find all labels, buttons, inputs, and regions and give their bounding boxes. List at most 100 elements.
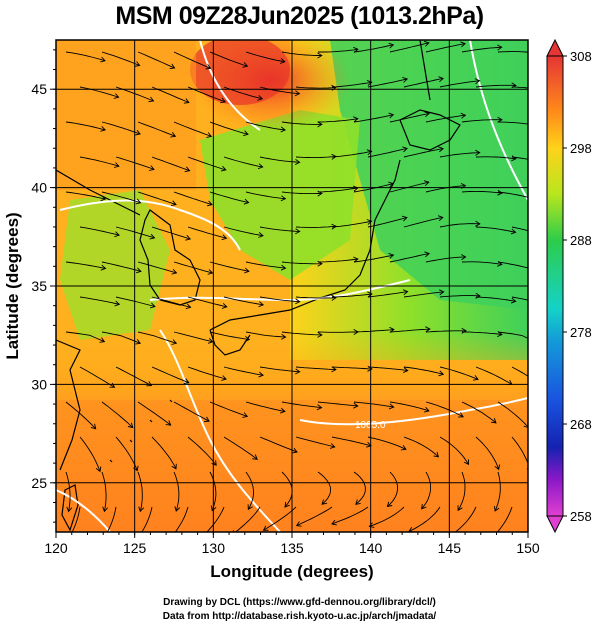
streamline <box>141 506 153 532</box>
streamline <box>101 51 140 66</box>
streamline-arrowhead <box>388 112 395 119</box>
streamline <box>425 256 466 263</box>
streamline-arrowhead <box>437 215 444 222</box>
streamline <box>511 366 528 377</box>
streamline <box>187 156 226 171</box>
x-tick-label: 150 <box>516 540 540 556</box>
streamline <box>245 121 286 131</box>
streamline <box>511 226 528 232</box>
streamline-arrowhead <box>206 132 213 138</box>
streamline <box>475 366 513 385</box>
streamline <box>209 121 249 135</box>
streamline-arrowhead <box>90 423 97 430</box>
streamline <box>259 156 300 163</box>
streamline <box>497 261 528 269</box>
streamline-arrowhead <box>402 146 408 153</box>
credit-data: Data from http://database.rish.kyoto-u.a… <box>162 611 437 622</box>
streamline-arrowhead <box>402 289 409 296</box>
y-tick-label: 40 <box>31 180 47 196</box>
streamline-arrowhead <box>171 339 178 345</box>
streamline <box>317 401 358 407</box>
streamline-arrowhead <box>295 298 301 305</box>
streamline-arrowhead <box>423 40 430 47</box>
streamline-arrowhead <box>366 149 373 156</box>
streamline-arrowhead <box>331 294 337 301</box>
streamline-arrowhead <box>100 56 106 63</box>
streamline <box>475 84 516 88</box>
streamline <box>79 436 101 472</box>
streamline-arrowhead <box>532 267 537 272</box>
streamline-arrowhead <box>493 506 500 512</box>
streamline-arrowhead <box>400 445 407 451</box>
streamline-arrowhead <box>433 451 440 458</box>
streamline <box>295 86 336 89</box>
streamline-arrowhead <box>402 76 409 83</box>
streamline <box>295 296 337 299</box>
streamline <box>317 471 332 505</box>
streamline-arrowhead <box>102 506 109 513</box>
streamline <box>403 77 444 88</box>
streamline-arrowhead <box>386 501 393 508</box>
streamline <box>496 506 513 532</box>
streamline <box>281 51 322 56</box>
streamline-arrowhead <box>388 252 395 259</box>
streamline <box>331 366 372 370</box>
streamline <box>403 436 439 458</box>
streamline-arrowhead <box>279 407 286 414</box>
streamline <box>137 331 177 344</box>
streamline-arrowhead <box>280 195 287 202</box>
streamline-arrowhead <box>438 146 444 153</box>
streamline-arrowhead <box>206 200 213 207</box>
streamline <box>475 156 516 160</box>
streamline-arrowhead <box>460 254 467 261</box>
streamline <box>281 191 322 195</box>
streamline-arrowhead <box>138 506 145 513</box>
streamline-arrowhead <box>490 418 497 424</box>
streamline <box>461 261 502 265</box>
streamline-arrowhead <box>421 503 427 510</box>
streamline <box>137 121 176 137</box>
streamline <box>353 254 394 263</box>
streamline-arrowhead <box>244 267 250 274</box>
streamline-arrowhead <box>316 404 323 411</box>
streamline <box>461 401 497 424</box>
streamline-arrowhead <box>185 234 192 241</box>
streamline-arrowhead <box>134 61 141 67</box>
streamline-arrowhead <box>388 42 395 49</box>
streamline <box>457 471 466 511</box>
streamline-arrowhead <box>317 121 323 128</box>
streamline-arrowhead <box>541 384 546 389</box>
streamline <box>115 366 152 386</box>
streamline <box>331 506 369 525</box>
streamline <box>367 291 408 298</box>
streamline-arrowhead <box>257 94 264 101</box>
streamline <box>65 121 106 131</box>
streamline <box>475 296 516 302</box>
streamline-arrowhead <box>424 251 430 258</box>
streamline <box>408 506 441 532</box>
streamline <box>353 44 394 53</box>
credit-drawing: Drawing by DCL (https://www.gfd-dennou.o… <box>163 597 436 608</box>
streamline-arrowhead <box>258 371 264 378</box>
streamline-arrowhead <box>113 93 120 99</box>
streamline <box>425 330 466 333</box>
streamline <box>389 328 430 333</box>
streamline <box>295 225 337 228</box>
streamline <box>421 471 432 510</box>
streamline-arrowhead <box>204 416 210 422</box>
streamline <box>353 471 366 505</box>
y-tick-label: 30 <box>31 376 47 392</box>
streamline-arrowhead <box>183 98 190 104</box>
streamline-arrowhead <box>401 215 408 222</box>
isobars <box>56 40 528 532</box>
streamline-arrowhead <box>494 464 501 471</box>
streamline <box>425 401 464 418</box>
streamline <box>209 401 248 417</box>
streamline-arrowhead <box>531 338 536 343</box>
streamline <box>187 436 217 466</box>
streamline <box>65 401 97 430</box>
streamline <box>461 119 502 123</box>
streamline-arrowhead <box>295 521 302 527</box>
streamline-arrowhead <box>292 447 298 454</box>
